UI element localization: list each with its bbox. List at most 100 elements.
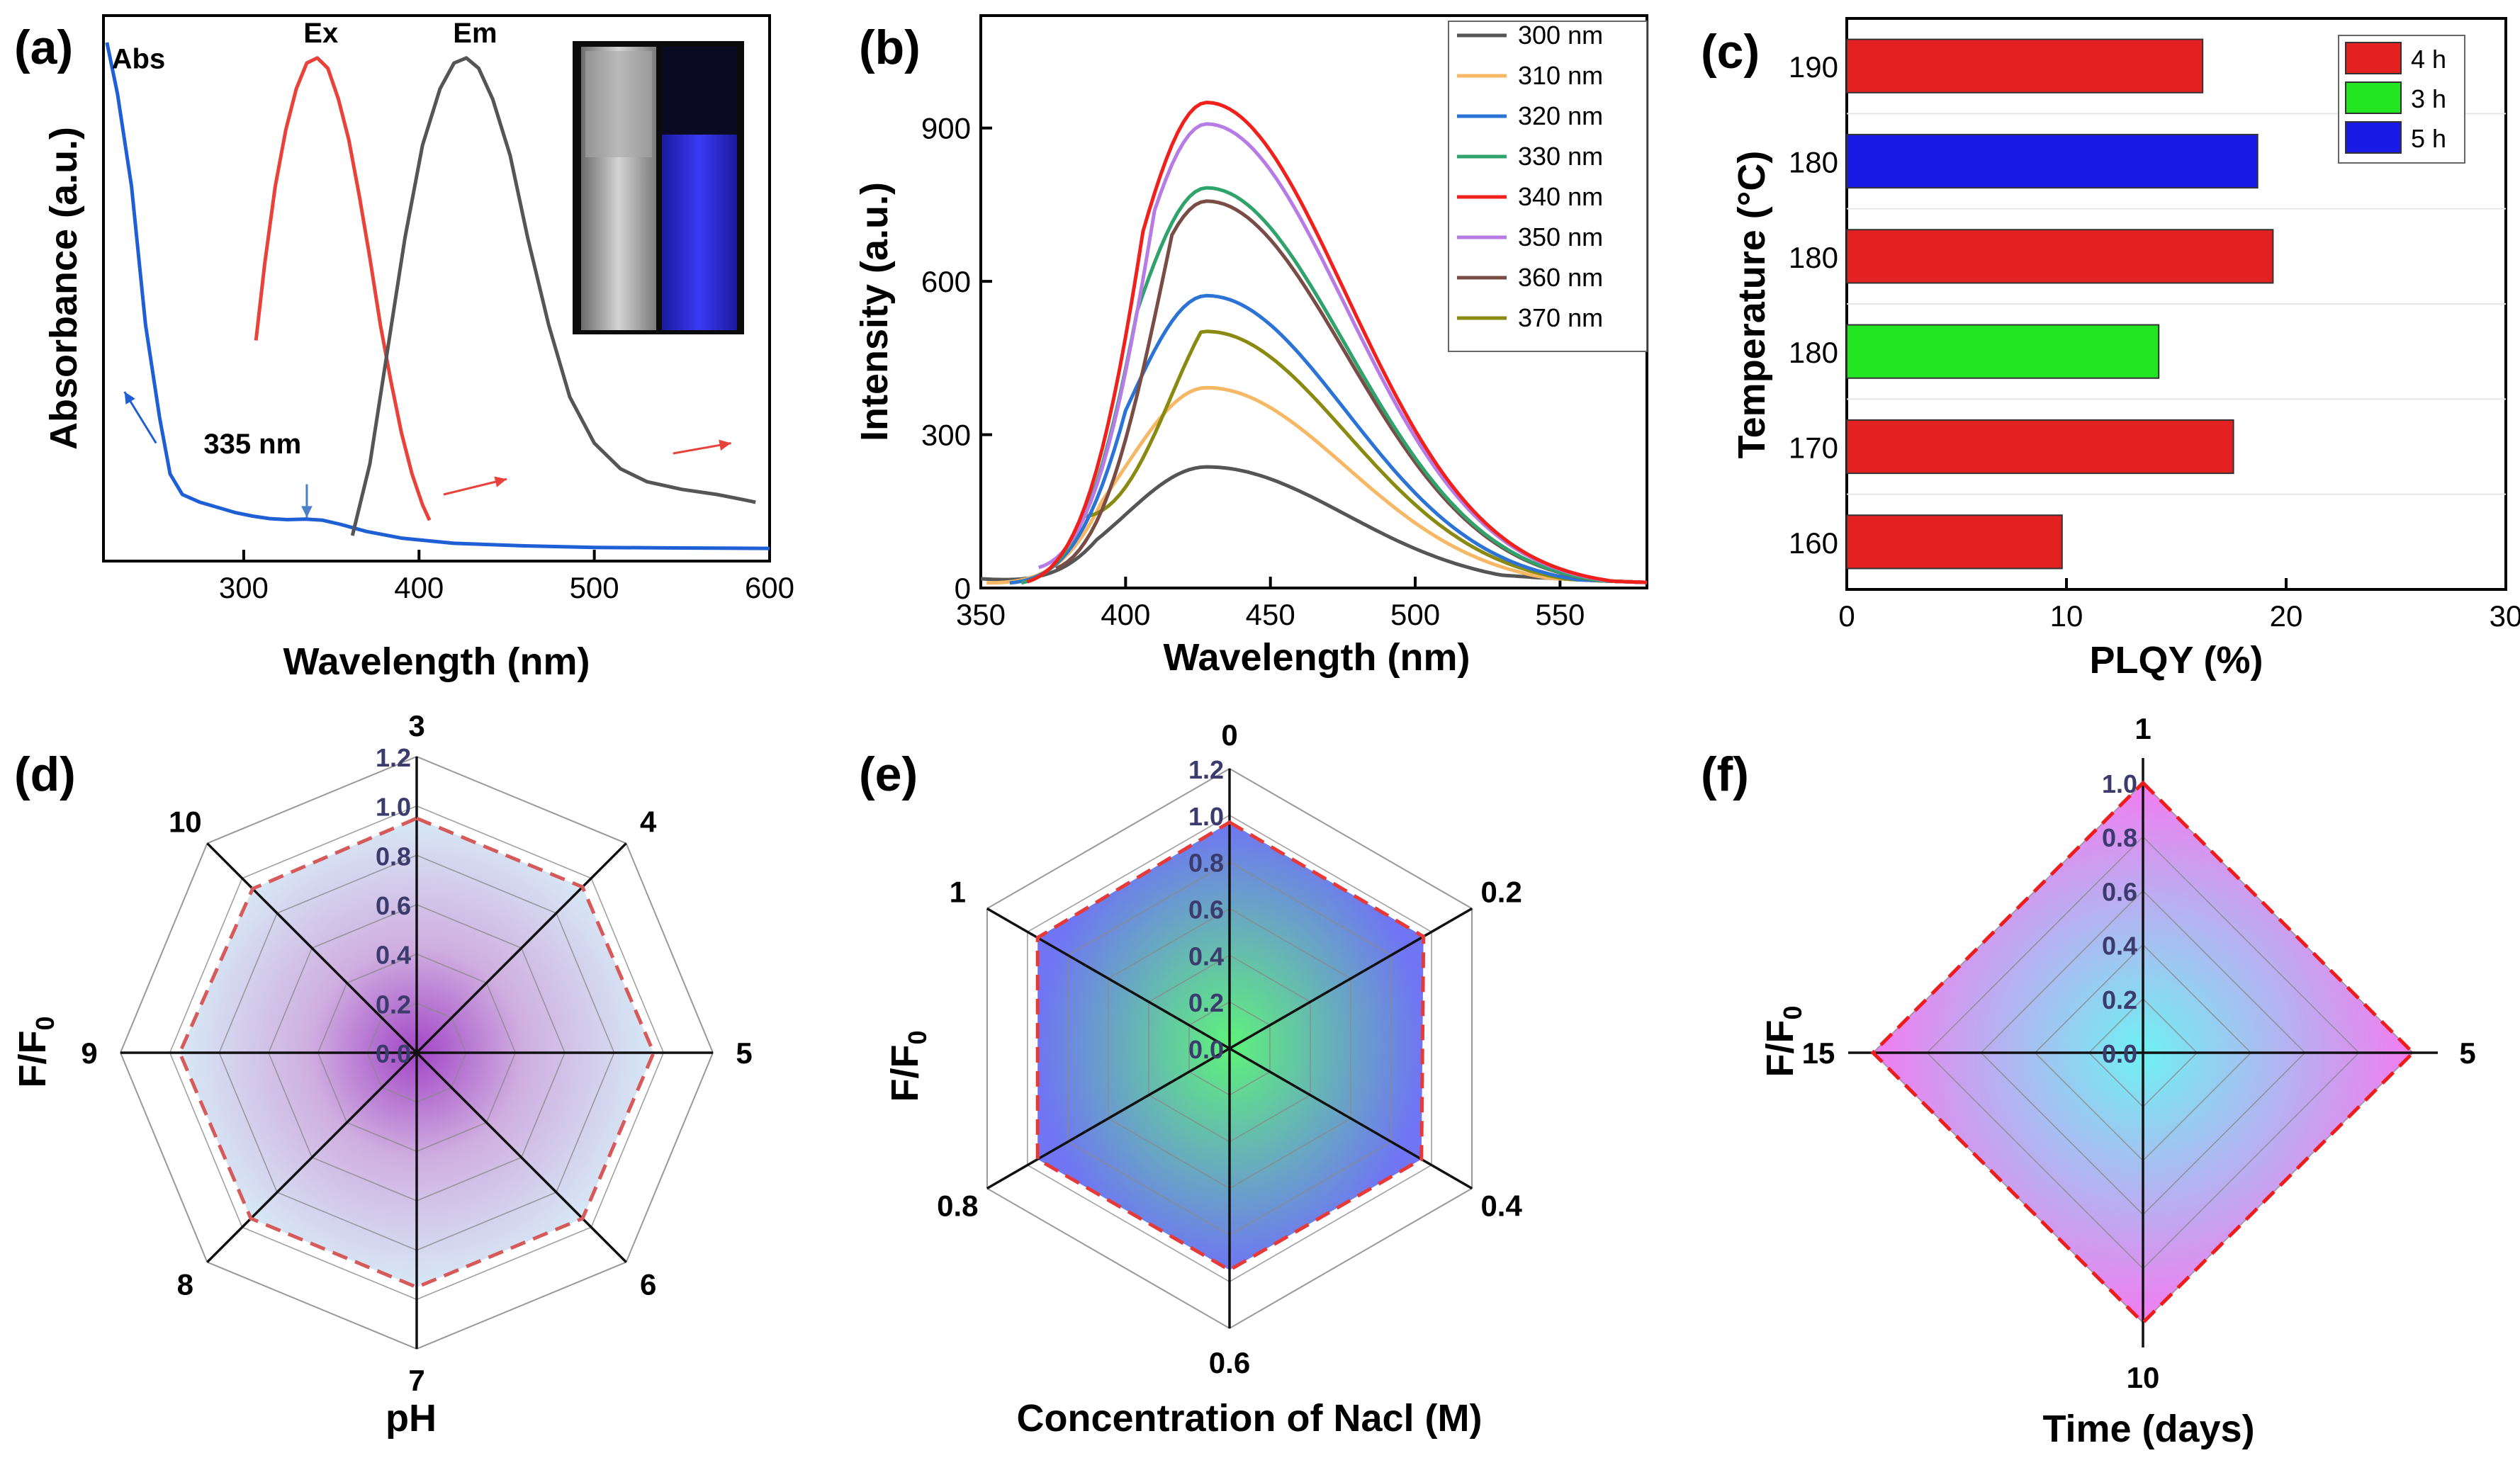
panel-b-ticks: 350 400 450 500 550 0 300 600 900 — [921, 112, 1585, 631]
d-radar-category-label: 10 — [169, 805, 202, 838]
b-ytick-label: 600 — [921, 265, 971, 298]
panel-d-ylabel-sub: 0 — [30, 1016, 60, 1030]
panel-a-xlabel: Wavelength (nm) — [283, 640, 590, 683]
a-annotation: 335 nm — [203, 429, 301, 460]
panel-c-ylabel: Temperature (°C) — [1731, 151, 1773, 459]
ex-arrow-head — [494, 476, 507, 487]
b-ytick-label: 300 — [921, 419, 971, 452]
panel-c-xlabel: PLQY (%) — [2089, 639, 2263, 682]
f-radar-category-label: 10 — [2127, 1361, 2160, 1394]
e-radar-category-label: 0 — [1221, 718, 1237, 752]
cuvette-photo — [573, 41, 744, 334]
b-xtick-label: 500 — [1390, 598, 1440, 631]
c-bar — [1846, 133, 2259, 189]
panel-d-xlabel: pH — [386, 1397, 437, 1440]
b-series-310-nm — [986, 385, 1648, 585]
c-xtick-label: 0 — [1838, 599, 1855, 633]
c-legend-swatch — [2345, 81, 2402, 114]
e-radar-rlabel: 0.4 — [1188, 942, 1224, 971]
d-radar-category-label: 5 — [736, 1036, 752, 1070]
b-legend-label: 350 nm — [1518, 222, 1603, 251]
a-annotation: Em — [453, 18, 497, 49]
c-bar — [1846, 229, 2274, 284]
panel-f-xlabel: Time (days) — [2042, 1408, 2254, 1450]
e-radar-spoke — [1229, 907, 1473, 1050]
panel-c-legend: 4 h 3 h 5 h — [2338, 35, 2465, 164]
c-xtick-label: 10 — [2050, 599, 2083, 633]
e-radar-data-outline — [1035, 820, 1426, 1272]
f-radar-rlabel: 0.4 — [2102, 932, 2137, 961]
d-radar-category-label: 7 — [408, 1364, 424, 1397]
panel-e-ylabel-main: F/F — [884, 1045, 926, 1102]
abs-arrow-head — [124, 392, 135, 405]
d-radar-rlabel: 0.8 — [376, 842, 411, 871]
d-radar-category-label: 4 — [640, 805, 657, 838]
d-radar-category-label: 6 — [640, 1268, 656, 1301]
d-radar-spoke — [415, 842, 627, 1054]
a-series-em — [350, 56, 756, 536]
c-legend-label: 3 h — [2411, 84, 2446, 113]
panel-e-xlabel: Concentration of Nacl (M) — [1017, 1397, 1483, 1440]
b-xtick-label: 450 — [1246, 598, 1295, 631]
d-radar-spoke — [206, 1051, 418, 1263]
panel-c-ticks: 0 10 20 30 160 170 180 180 180 190 — [1789, 50, 2520, 633]
c-ytick-label: 160 — [1789, 526, 1838, 560]
cuvette-uv-top — [662, 47, 737, 135]
panel-a: (a) 300 400 500 600 Abs Ex Em 335 nm Wavelengt… — [14, 14, 794, 683]
d-radar-spoke — [206, 842, 418, 1054]
f-radar-rlabel: 0.8 — [2102, 823, 2137, 852]
f-radar-category-label: 5 — [2459, 1036, 2475, 1070]
c-legend-swatch — [2345, 42, 2402, 74]
e-radar-spoke — [986, 1047, 1230, 1190]
panel-b-label: (b) — [859, 21, 921, 74]
b-series-370-nm — [1084, 329, 1648, 584]
panel-a-series — [105, 42, 770, 550]
d-radar-rlabel: 0.2 — [376, 990, 411, 1019]
c-ytick-label: 190 — [1789, 50, 1838, 84]
a-annotation: Ex — [303, 18, 338, 49]
a-xtick-label: 300 — [219, 571, 269, 604]
panel-c-bars — [1846, 38, 2506, 570]
em-arrow-head — [719, 439, 731, 451]
b-xtick-label: 550 — [1535, 598, 1585, 631]
d-radar-rlabel: 0.6 — [376, 891, 411, 920]
f-radar-category-label: 15 — [1802, 1036, 1835, 1070]
panel-b-xlabel: Wavelength (nm) — [1163, 636, 1470, 679]
cuvette-daylight-top — [585, 51, 652, 157]
b-legend-label: 330 nm — [1518, 142, 1603, 171]
panel-e-ylabel: F/F0 — [884, 1030, 932, 1102]
panel-a-arrows — [123, 391, 731, 518]
b-legend-label: 300 nm — [1518, 21, 1603, 50]
d-radar-rlabel: 0.0 — [376, 1039, 411, 1068]
a-series-abs — [105, 42, 770, 550]
c-ytick-label: 170 — [1789, 431, 1838, 465]
c-xtick-label: 20 — [2270, 599, 2303, 633]
e-radar-rlabel: 0.6 — [1188, 895, 1224, 925]
b-ytick-label: 900 — [921, 112, 971, 145]
e-radar-category-label: 0.8 — [937, 1189, 978, 1223]
d-radar-rlabel: 1.2 — [376, 743, 411, 772]
a-series-ex — [254, 56, 432, 521]
e-radar-category-label: 0.4 — [1480, 1189, 1522, 1223]
c-xtick-label: 30 — [2490, 599, 2520, 633]
a-annotation: Abs — [112, 43, 166, 74]
e-radar-rlabel: 1.0 — [1188, 802, 1224, 831]
b-legend-label: 370 nm — [1518, 303, 1603, 332]
panel-d-ylabel-main: F/F — [11, 1031, 54, 1088]
b-xtick-label: 350 — [956, 598, 1006, 631]
panel-b: (b) 350 400 450 500 550 0 300 600 900 300 nm 310 … — [853, 14, 1648, 679]
panel-b-series — [980, 101, 1648, 585]
panel-e-ylabel-sub: 0 — [903, 1030, 932, 1044]
b-legend-label: 340 nm — [1518, 182, 1603, 211]
panel-a-ylabel: Absorbance (a.u.) — [43, 127, 85, 450]
c-bar — [1846, 324, 2160, 379]
b-xtick-label: 400 — [1101, 598, 1150, 631]
c-bar — [1846, 419, 2234, 475]
panel-a-frame — [102, 14, 771, 562]
panel-b-legend: 300 nm 310 nm 320 nm 330 nm 340 nm 350 nm 360 … — [1448, 21, 1648, 352]
e-radar-category-label: 0.6 — [1209, 1346, 1250, 1379]
e-radar-spoke — [1229, 1047, 1473, 1190]
d-radar-category-label: 9 — [81, 1036, 97, 1070]
